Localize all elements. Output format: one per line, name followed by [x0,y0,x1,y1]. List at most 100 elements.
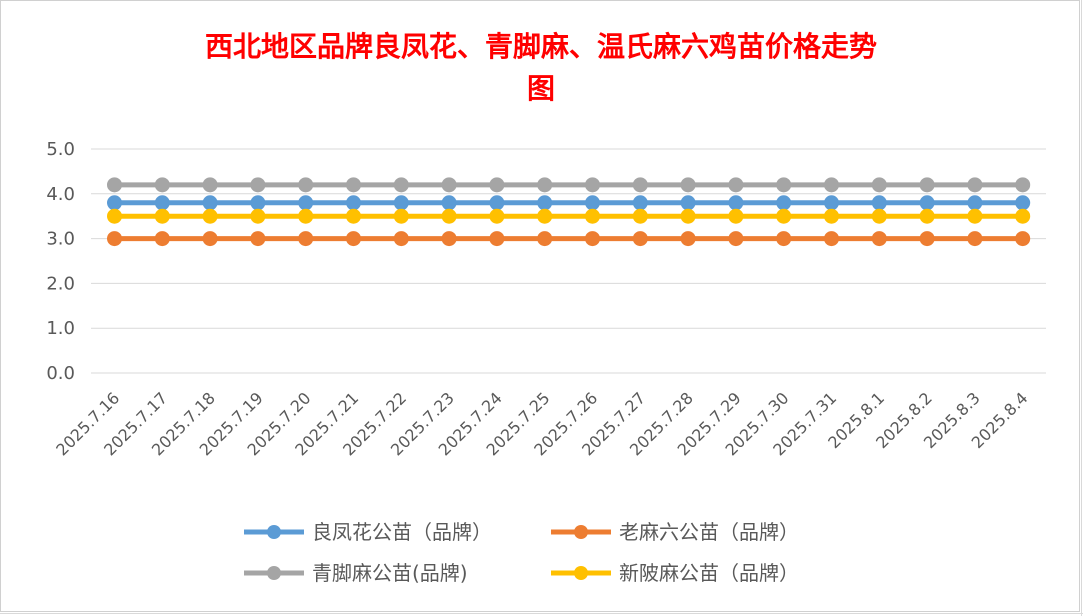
data-point [585,177,600,193]
data-point [202,208,218,224]
sheet-gridline [1081,0,1082,616]
data-point [632,195,648,211]
data-point [632,177,648,193]
data-point [919,208,935,224]
data-point [776,195,792,211]
data-point [871,195,887,211]
legend-swatch-marker [267,566,281,580]
data-point [680,177,696,193]
data-point [1015,231,1031,247]
data-point [776,231,792,247]
legend-item: 青脚麻公苗(品牌) [244,561,468,585]
data-point [346,177,361,193]
data-point [919,177,935,193]
data-point [967,195,983,211]
data-point [776,208,792,224]
data-point [393,231,409,247]
data-point [489,208,505,224]
data-point [441,195,457,211]
sheet-gridline [0,613,1083,614]
data-point [537,177,553,193]
data-point [728,195,744,211]
data-point [871,177,887,193]
data-point [346,208,361,224]
data-point [202,195,218,211]
series-2 [107,231,1031,247]
data-point [393,177,409,193]
legend-label: 青脚麻公苗(品牌) [312,561,468,585]
data-point [680,208,696,224]
data-point [393,195,409,211]
data-point [680,195,696,211]
chart-title-line-1: 西北地区品牌良凤花、青脚麻、温氏麻六鸡苗价格走势 [205,30,877,63]
series-lines [107,177,1031,247]
data-point [871,208,887,224]
data-point [919,231,935,247]
data-point [680,231,696,247]
data-point [250,231,266,247]
data-point [919,195,935,211]
data-point [824,195,839,211]
data-point [298,231,314,247]
data-point [154,195,170,211]
data-point [250,208,266,224]
x-axis-ticks: 2025.7.162025.7.172025.7.182025.7.192025… [52,388,1031,459]
data-point [967,208,983,224]
legend-item: 新陂麻公苗（品牌） [551,561,799,585]
data-point [298,208,314,224]
data-point [154,177,170,193]
data-point [967,231,983,247]
data-point [107,177,122,193]
data-point [489,231,505,247]
data-point [537,208,553,224]
data-point [632,208,648,224]
legend-item: 良凤花公苗（品牌） [244,520,492,544]
data-point [107,208,122,224]
data-point [441,208,457,224]
data-point [346,231,361,247]
data-point [298,195,314,211]
legend-swatch-marker [267,525,281,539]
data-point [202,231,218,247]
y-tick-label: 5.0 [46,139,75,160]
data-point [154,208,170,224]
data-point [1015,195,1031,211]
y-tick-label: 2.0 [46,273,75,294]
data-point [393,208,409,224]
data-point [107,231,122,247]
data-point [298,177,314,193]
legend-label: 老麻六公苗（品牌） [619,520,799,544]
legend: 良凤花公苗（品牌） 老麻六公苗（品牌） 青脚麻公苗(品牌) 新陂麻公苗（品牌） [244,520,799,585]
data-point [489,177,505,193]
data-point [776,177,792,193]
data-point [537,231,553,247]
series-3 [107,177,1031,193]
data-point [728,177,744,193]
data-point [728,231,744,247]
legend-label: 良凤花公苗（品牌） [312,520,492,544]
data-point [967,177,983,193]
legend-item: 老麻六公苗（品牌） [551,520,799,544]
data-point [585,208,600,224]
y-tick-label: 4.0 [46,184,75,205]
data-point [441,231,457,247]
data-point [1015,177,1031,193]
data-point [441,177,457,193]
legend-swatch-marker [574,525,588,539]
data-point [250,195,266,211]
data-point [537,195,553,211]
data-point [202,177,218,193]
legend-label: 新陂麻公苗（品牌） [619,561,799,585]
data-point [585,195,600,211]
data-point [824,177,839,193]
y-tick-label: 0.0 [46,363,75,384]
data-point [154,231,170,247]
chart-title-line-2: 图 [527,72,555,105]
series-4 [107,208,1031,224]
legend-swatch-marker [574,566,588,580]
data-point [824,231,839,247]
data-point [585,231,600,247]
y-tick-label: 1.0 [46,318,75,339]
data-point [346,195,361,211]
